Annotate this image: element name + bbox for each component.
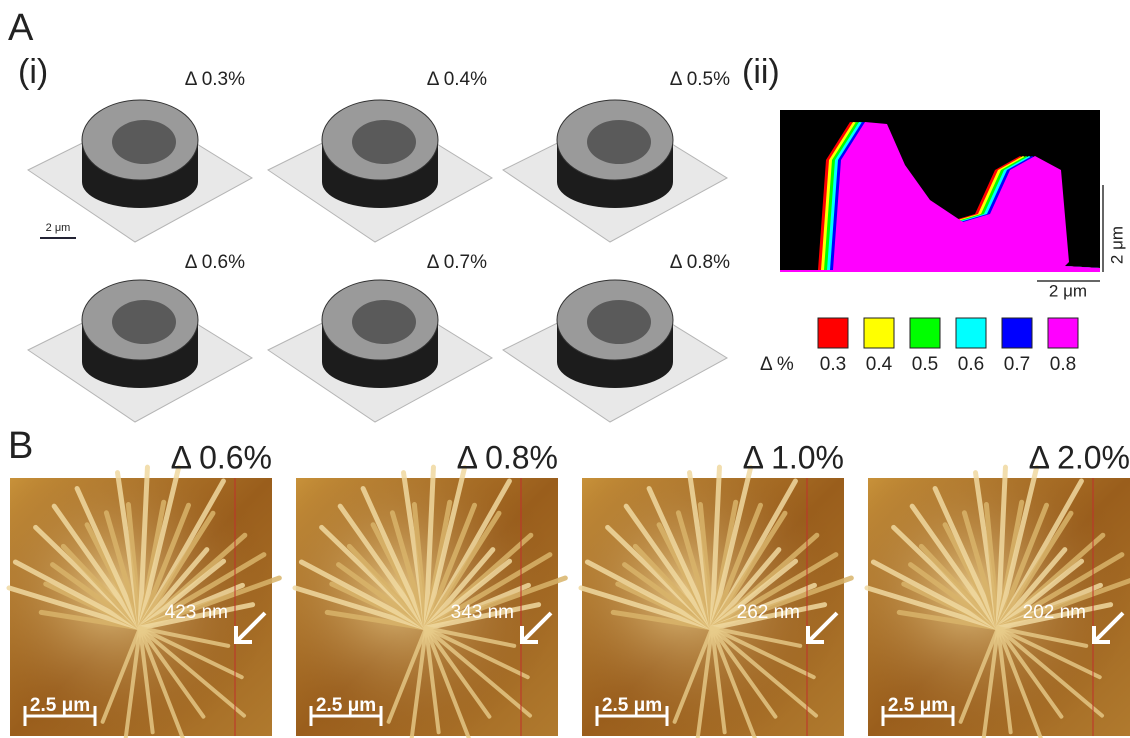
cell-pit	[587, 120, 651, 164]
cell-label: Δ 0.8%	[670, 252, 730, 273]
cell-label: Δ 0.7%	[427, 252, 487, 273]
scale-label: 2 μm	[46, 222, 71, 234]
cell-pit	[352, 120, 416, 164]
cell-pit	[112, 120, 176, 164]
cell-label: Δ 0.6%	[185, 252, 245, 273]
legend-swatch	[864, 318, 894, 348]
image-title: Δ 2.0%	[1029, 439, 1130, 475]
sub-label: (ii)	[742, 53, 780, 91]
measure-label: 202 nm	[1023, 602, 1086, 623]
image-title: Δ 0.6%	[171, 439, 272, 475]
image-title: Δ 1.0%	[743, 439, 844, 475]
legend-swatch	[910, 318, 940, 348]
scale-label: 2.5 μm	[316, 695, 376, 716]
measure-label: 343 nm	[451, 602, 514, 623]
cell-pit	[352, 300, 416, 344]
scale-label: 2 μm	[1049, 281, 1087, 300]
scale-label: 2.5 μm	[888, 695, 948, 716]
legend-label: 0.8	[1050, 354, 1076, 375]
legend-label: 0.7	[1004, 354, 1030, 375]
cell-label: Δ 0.3%	[185, 69, 245, 90]
legend-swatch	[956, 318, 986, 348]
cell-label: Δ 0.4%	[427, 69, 487, 90]
scale-label: 2.5 μm	[602, 695, 662, 716]
panel-label: B	[8, 425, 33, 467]
legend-swatch	[1048, 318, 1078, 348]
legend-title: Δ %	[760, 354, 794, 375]
figure: A (i) (ii) 2 μm 2 μm 2 μm Δ % B Δ 0.3% Δ …	[0, 0, 1130, 738]
measure-label: 423 nm	[165, 602, 228, 623]
panel-label: A	[8, 7, 34, 49]
legend-label: 0.5	[912, 354, 938, 375]
legend-swatch	[818, 318, 848, 348]
sub-label: (i)	[18, 53, 48, 91]
image-title: Δ 0.8%	[457, 439, 558, 475]
scale-label: 2 μm	[1107, 226, 1126, 264]
cell-pit	[112, 300, 176, 344]
measure-label: 262 nm	[737, 602, 800, 623]
cell-label: Δ 0.5%	[670, 69, 730, 90]
legend-label: 0.3	[820, 354, 846, 375]
legend-swatch	[1002, 318, 1032, 348]
legend-label: 0.4	[866, 354, 893, 375]
legend-label: 0.6	[958, 354, 984, 375]
scale-label: 2.5 μm	[30, 695, 90, 716]
cell-pit	[587, 300, 651, 344]
